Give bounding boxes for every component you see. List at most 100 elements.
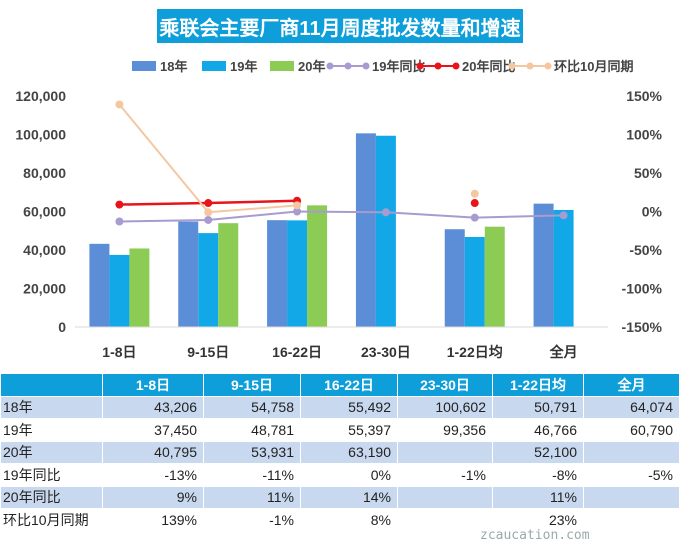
table-cell: -11% (203, 463, 301, 487)
y-tick-label: 120,000 (15, 88, 66, 104)
bar (464, 236, 485, 327)
bar (287, 220, 308, 327)
table-cell: 60,790 (583, 418, 679, 442)
table-cell: 46,766 (492, 418, 584, 442)
bar (444, 229, 465, 327)
x-tick-label: 9-15日 (187, 344, 229, 360)
table-cell: 55,397 (300, 418, 398, 442)
legend-marker (416, 62, 424, 70)
legend-label: 19年同比 (372, 59, 425, 74)
series-point (115, 217, 124, 226)
bar (375, 135, 396, 327)
table-cell: 53,931 (203, 440, 301, 464)
table-cell: 37,450 (102, 418, 204, 442)
table-cell (397, 508, 493, 532)
series-point (293, 201, 302, 210)
row-label: 20年 (0, 440, 103, 464)
x-tick-label: 16-22日 (272, 344, 322, 360)
table-row: 19年同比 -13% -11% 0% -1% -8% -5% (0, 463, 679, 487)
table-cell: 52,100 (492, 440, 584, 464)
table-cell: 139% (102, 508, 204, 532)
table-row: 20年同比 9% 11% 14% 11% (0, 485, 679, 509)
row-label: 20年同比 (0, 485, 103, 509)
x-axis: 1-8日 9-15日 16-22日 23-30日 1-22日均 全月 (75, 326, 608, 360)
table-cell: -5% (583, 463, 679, 487)
table-header-cell (0, 373, 103, 397)
y2-tick-label: -50% (629, 242, 662, 258)
table-cell: 55,492 (300, 395, 398, 419)
table-cell: 48,781 (203, 418, 301, 442)
table-header-row: 1-8日 9-15日 16-22日 23-30日 1-22日均 全月 (0, 373, 679, 397)
legend-label: 18年 (160, 59, 187, 74)
table-cell: 64,074 (583, 395, 679, 419)
y-tick-label: 0 (58, 319, 66, 335)
y-tick-label: 20,000 (23, 281, 66, 297)
bar (533, 203, 554, 327)
bar (307, 205, 328, 327)
table-cell: 63,190 (300, 440, 398, 464)
table-row: 20年 40,795 53,931 63,190 52,100 (0, 440, 679, 464)
series-point (204, 208, 213, 217)
table-header-cell: 16-22日 (300, 373, 398, 397)
legend: 18年 19年 20年 19年同比 20年同比 环比10月同期 (132, 59, 633, 74)
chart-title: 乘联会主要厂商11月周度批发数量和增速 (157, 9, 523, 43)
table-cell: 0% (300, 463, 398, 487)
y2-tick-label: 0% (642, 204, 663, 220)
table-row: 19年 37,450 48,781 55,397 99,356 46,766 60,790 (0, 418, 679, 442)
legend-marker (326, 62, 334, 70)
y2-tick-label: 150% (626, 88, 662, 104)
series-point (470, 189, 479, 198)
legend-marker (508, 62, 516, 70)
legend-marker (452, 62, 460, 70)
legend-marker (434, 62, 442, 70)
chart: 18年 19年 20年 19年同比 20年同比 环比10月同期 0 20,000 40,000… (15, 59, 663, 360)
row-label: 环比10月同期 (0, 508, 103, 532)
series-point (559, 211, 568, 220)
table-cell: -1% (203, 508, 301, 532)
table-header-cell: 23-30日 (397, 373, 493, 397)
y-tick-label: 80,000 (23, 165, 66, 181)
legend-label: 20年 (298, 59, 325, 74)
lines (115, 100, 568, 226)
legend-label: 环比10月同期 (554, 59, 633, 74)
table-cell (583, 440, 679, 464)
table-cell: -13% (102, 463, 204, 487)
table-cell (583, 485, 679, 509)
bar (129, 248, 150, 327)
bar (484, 226, 505, 327)
table-row: 18年 43,206 54,758 55,492 100,602 50,791 64,074 (0, 395, 679, 419)
bar (267, 220, 288, 327)
table-header-cell: 9-15日 (203, 373, 301, 397)
bar (198, 233, 219, 327)
legend-swatch (132, 61, 156, 71)
x-tick-label: 1-22日均 (447, 344, 503, 360)
x-tick-label: 全月 (549, 344, 578, 360)
y2-tick-label: -150% (622, 319, 663, 335)
table-cell: 9% (102, 485, 204, 509)
row-label: 19年同比 (0, 463, 103, 487)
x-tick-label: 23-30日 (361, 344, 411, 360)
bar (178, 221, 199, 327)
table-cell: -1% (397, 463, 493, 487)
data-table: 1-8日 9-15日 16-22日 23-30日 1-22日均 全月 18年 43,206 5… (0, 373, 679, 532)
row-label: 19年 (0, 418, 103, 442)
table-header-cell: 1-22日均 (492, 373, 584, 397)
series-point (470, 213, 479, 222)
table-cell (397, 440, 493, 464)
bar (109, 254, 130, 327)
table-cell (583, 508, 679, 532)
legend-swatch (202, 61, 226, 71)
legend-marker (362, 62, 370, 70)
table-cell: 40,795 (102, 440, 204, 464)
table-cell: 43,206 (102, 395, 204, 419)
series-point (115, 200, 124, 209)
y2-tick-label: 50% (634, 165, 663, 181)
series-point (115, 100, 124, 109)
series-point (204, 215, 213, 224)
y-tick-label: 60,000 (23, 204, 66, 220)
series-point (381, 208, 390, 217)
table-header-cell: 1-8日 (102, 373, 204, 397)
x-tick-label: 1-8日 (102, 344, 136, 360)
bar (218, 223, 239, 327)
y2-tick-label: -100% (622, 281, 663, 297)
